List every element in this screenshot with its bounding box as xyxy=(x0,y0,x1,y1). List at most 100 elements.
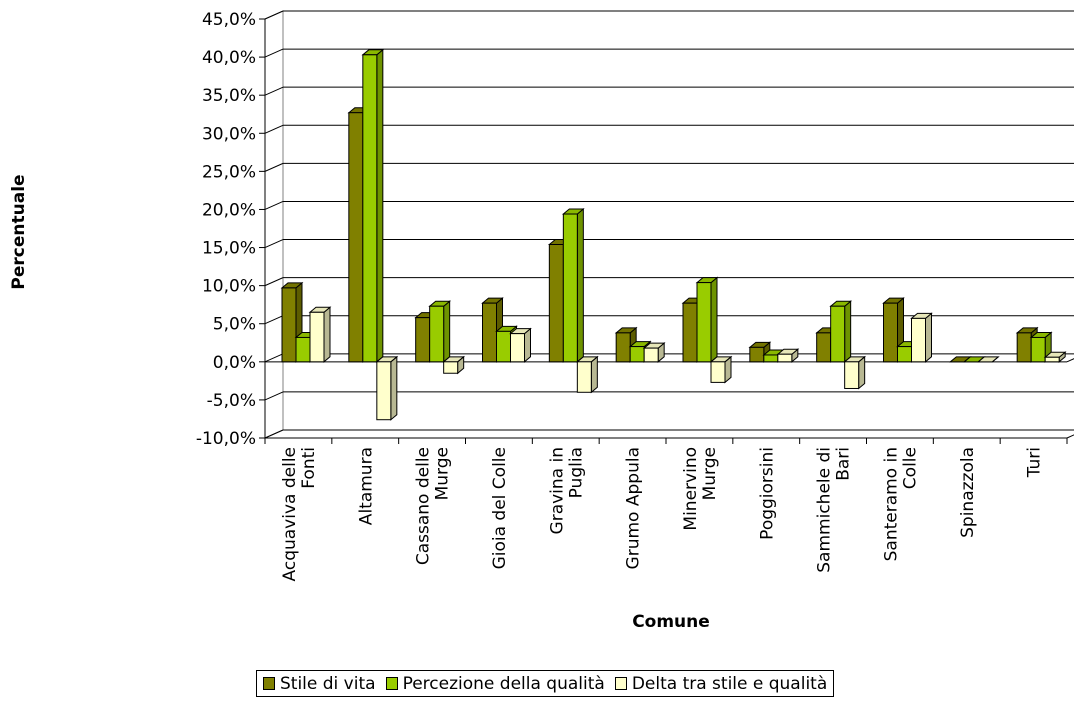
legend-label: Delta tra stile e qualità xyxy=(631,673,828,694)
gridline-side xyxy=(264,277,284,287)
y-tick-label: 10,0% xyxy=(202,277,256,297)
x-axis-label: Comune xyxy=(632,612,710,632)
bar-front xyxy=(911,317,926,363)
bar xyxy=(1043,351,1067,363)
x-tick-label: Altamura xyxy=(356,447,376,525)
x-tick-label-line: Gravina in xyxy=(547,447,567,534)
legend-label: Percezione della qualità xyxy=(402,673,605,694)
bar-side xyxy=(443,300,451,363)
axes xyxy=(259,18,1074,444)
gridline-side xyxy=(264,429,284,439)
bar-front xyxy=(682,302,698,363)
bar-front xyxy=(281,287,297,363)
x-tick-label: Spinazzola xyxy=(958,447,978,538)
x-tick-label: Acquaviva delleFonti xyxy=(280,447,319,581)
bar xyxy=(509,327,532,363)
y-tick-label: 25,0% xyxy=(202,162,256,182)
x-tick-label: Grumo Appula xyxy=(624,447,644,569)
bar-front xyxy=(1016,332,1032,363)
bar-front xyxy=(897,346,912,363)
bar xyxy=(843,355,867,390)
y-tick-label: 40,0% xyxy=(202,48,256,68)
x-tick-label-line: Murge xyxy=(700,447,720,500)
bar-top xyxy=(976,356,1000,363)
back-wall xyxy=(282,10,1074,431)
legend-swatch xyxy=(385,677,398,690)
gridline-side xyxy=(264,200,284,210)
legend: Stile di vita Percezione della qualità D… xyxy=(256,670,835,697)
gridlines xyxy=(264,10,1074,439)
x-tick-label-line: Spinazzola xyxy=(958,447,978,538)
bar-side xyxy=(376,48,384,363)
x-tick-label-line: Poggiorsini xyxy=(757,447,777,540)
bar-front xyxy=(443,361,459,374)
y-tick-label: 20,0% xyxy=(202,200,256,220)
x-tick-label-line: Sammichele di xyxy=(815,447,835,573)
bar-front xyxy=(629,346,645,363)
bar-front xyxy=(376,361,392,421)
bar-side xyxy=(390,355,398,421)
x-tick-label-line: Cassano delle xyxy=(414,447,434,565)
y-tick-label: 35,0% xyxy=(202,86,256,106)
x-tick-label-line: Turi xyxy=(1025,447,1045,478)
x-tick-label: Santeramo inColle xyxy=(881,447,920,561)
tick-labels: 45,0% 40,0% 35,0% 30,0% 25,0% 20,0% 15,0% 10,0%… xyxy=(196,10,1045,581)
legend-label: Stile di vita xyxy=(280,673,376,694)
bar xyxy=(561,207,585,363)
bar xyxy=(375,355,399,421)
floor-edge-depth xyxy=(1066,434,1074,439)
bar-front xyxy=(816,332,832,363)
bar-front xyxy=(548,243,564,363)
bar-front xyxy=(830,305,846,363)
x-tick-label: Turi xyxy=(1025,447,1045,478)
bar xyxy=(882,297,905,363)
bar-front xyxy=(1044,356,1060,363)
bar xyxy=(910,312,933,363)
bar-front xyxy=(777,353,793,363)
y-tick-label: 5,0% xyxy=(213,315,256,335)
bar-front xyxy=(576,361,592,393)
bar-side xyxy=(524,327,531,363)
y-tick-label: 30,0% xyxy=(202,124,256,144)
gridline-side xyxy=(264,162,284,172)
y-tick-label: 0,0% xyxy=(213,353,256,373)
bar xyxy=(976,356,1000,363)
legend-swatch xyxy=(263,677,275,690)
x-tick-label-line: Altamura xyxy=(356,447,376,525)
bar xyxy=(308,306,332,363)
bar-front xyxy=(348,112,364,363)
x-axis-depth xyxy=(1066,358,1074,363)
bar xyxy=(695,276,719,363)
x-tick-label: Gravina inPuglia xyxy=(547,447,586,534)
legend-swatch xyxy=(614,677,627,690)
x-tick-label-line: Grumo Appula xyxy=(624,447,644,569)
bar xyxy=(829,300,853,363)
bar-side xyxy=(576,207,584,363)
x-tick-label-line: Santeramo in xyxy=(881,447,901,561)
bar-front xyxy=(562,213,578,363)
gridline-side xyxy=(264,48,284,58)
bar-side xyxy=(710,276,718,363)
x-tick-label: MinervinoMurge xyxy=(681,447,720,531)
gridline-side xyxy=(264,86,284,96)
bar-front xyxy=(883,302,898,363)
bar-front xyxy=(510,333,525,363)
x-tick-label: Poggiorsini xyxy=(757,447,777,540)
bar xyxy=(575,355,599,394)
bar-front xyxy=(1030,336,1046,363)
bar-side xyxy=(323,306,331,363)
bar xyxy=(442,355,466,375)
bar-front xyxy=(844,361,860,389)
x-tick-label-line: Minervino xyxy=(681,447,701,531)
bars xyxy=(280,48,1067,421)
x-tick-label-line: Colle xyxy=(900,447,920,489)
gridline-side xyxy=(264,315,284,325)
bar-front xyxy=(415,317,431,363)
bar xyxy=(642,342,666,363)
y-tick-label: 15,0% xyxy=(202,239,256,259)
bar xyxy=(709,355,733,384)
bar-side xyxy=(590,355,598,394)
x-tick-label: Gioia del Colle xyxy=(490,447,510,569)
